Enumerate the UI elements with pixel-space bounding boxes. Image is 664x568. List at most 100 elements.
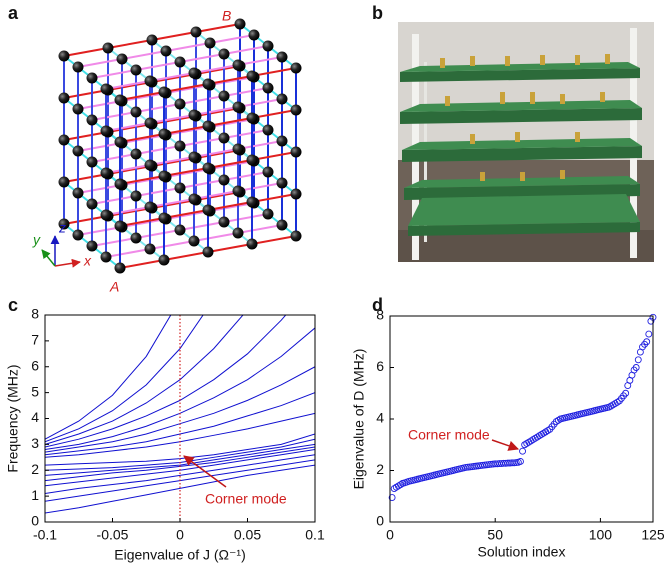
- lattice-node: [218, 48, 230, 60]
- lattice-node: [246, 154, 258, 166]
- lattice-node: [144, 75, 156, 87]
- lattice-bond: [63, 47, 109, 57]
- lattice-bond: [237, 182, 283, 192]
- annotation-arrow: [491, 439, 519, 451]
- lattice-bond: [251, 151, 297, 161]
- y-tick-label: 2: [31, 461, 39, 477]
- point: [388, 494, 396, 501]
- lattice-bond: [207, 117, 253, 127]
- lattice-bond: [119, 217, 165, 227]
- lattice-bond: [91, 153, 137, 163]
- lattice-node: [188, 67, 200, 79]
- lattice-bond: [149, 240, 195, 250]
- axis-letter: y: [32, 232, 41, 248]
- lattice-bond: [163, 251, 209, 261]
- lattice-bond: [63, 131, 109, 141]
- x-tick-label: 50: [487, 527, 503, 543]
- lattice-node: [158, 254, 170, 266]
- lattice-bond: [63, 215, 109, 225]
- lattice-bond: [207, 201, 253, 211]
- lattice-node: [246, 70, 258, 82]
- lattice-bond: [193, 106, 239, 116]
- lattice-node: [86, 198, 98, 210]
- lattice-node: [276, 177, 288, 189]
- lattice-node: [72, 229, 84, 241]
- x-tick-label: 0.1: [305, 527, 325, 543]
- lattice-bond: [63, 173, 109, 183]
- lattice-bond: [209, 76, 255, 86]
- lattice-bond: [77, 58, 123, 68]
- lattice-node: [202, 162, 214, 174]
- lattice-bond: [151, 31, 197, 41]
- y-axis-label: Frequency (MHz): [5, 364, 21, 472]
- lattice-bond: [179, 137, 225, 147]
- lattice-bond: [163, 209, 209, 219]
- lattice-bond: [121, 92, 167, 102]
- lattice-node: [174, 140, 186, 152]
- lattice-node: [174, 182, 186, 194]
- point: [516, 458, 524, 465]
- lattice-bond: [193, 232, 239, 242]
- y-tick-label: 0: [376, 513, 384, 529]
- lattice-node: [232, 227, 244, 239]
- lattice-node: [188, 235, 200, 247]
- lattice-bond: [207, 243, 253, 253]
- lattice-node: [174, 98, 186, 110]
- lattice-bond: [179, 179, 225, 189]
- y-axis-label: Eigenvalue of D (MHz): [351, 349, 367, 490]
- lattice-node: [160, 45, 172, 57]
- axis-triad: z y x: [32, 220, 92, 269]
- lattice-node: [262, 166, 274, 178]
- panel-label: c: [8, 295, 18, 315]
- lattice-node: [86, 240, 98, 252]
- lattice-bond: [149, 114, 195, 124]
- lattice-bond: [163, 125, 209, 135]
- lattice-node: [262, 40, 274, 52]
- lattice-bond: [107, 123, 153, 133]
- lattice-bond: [163, 83, 209, 93]
- lattice-node: [174, 56, 186, 68]
- lattice-bond: [223, 213, 269, 223]
- lattice-node: [100, 167, 112, 179]
- lattice-bond: [151, 115, 197, 125]
- lattice-bond: [237, 56, 283, 66]
- x-tick-label: 100: [589, 527, 613, 543]
- lattice-node: [114, 262, 126, 274]
- y-tick-label: 5: [31, 383, 39, 399]
- lattice-bond: [105, 122, 151, 132]
- lattice-node: [202, 120, 214, 132]
- lattice-node: [290, 188, 302, 200]
- lattice-bond: [207, 75, 253, 85]
- lattice-bond: [149, 198, 195, 208]
- scatter-chart: 0 50 100 125 0 2 4 6 8 Solution index Eigenvalue o…: [351, 307, 664, 560]
- lattice-bond: [193, 148, 239, 158]
- lattice-node: [188, 109, 200, 121]
- lattice-node: [248, 29, 260, 41]
- lattice-bond: [91, 111, 137, 121]
- x-axis-label: Solution index: [478, 544, 566, 560]
- y-tick-label: 2: [376, 461, 384, 477]
- lattice-node: [262, 82, 274, 94]
- lattice-node: [86, 72, 98, 84]
- lattice-node: [246, 112, 258, 124]
- lattice-node: [114, 94, 126, 106]
- lattice-bond: [121, 176, 167, 186]
- lattice-bond: [195, 149, 241, 159]
- lattice-node: [58, 92, 70, 104]
- point: [519, 447, 527, 455]
- lattice-node: [232, 101, 244, 113]
- lattice-node: [262, 208, 274, 220]
- lattice-bond: [165, 84, 211, 94]
- lattice-bond: [179, 221, 225, 231]
- lattice-node: [232, 185, 244, 197]
- point: [632, 364, 640, 371]
- lattice-bond: [135, 61, 181, 71]
- lattice-node: [218, 90, 230, 102]
- lattice-bond: [195, 191, 241, 201]
- lattice-node: [290, 104, 302, 116]
- y-tick-label: 3: [31, 435, 39, 451]
- lattice-bond: [209, 118, 255, 128]
- x-tick-label: -0.1: [33, 527, 57, 543]
- y-tick-label: 6: [376, 358, 384, 374]
- y-tick-label: 4: [31, 409, 39, 425]
